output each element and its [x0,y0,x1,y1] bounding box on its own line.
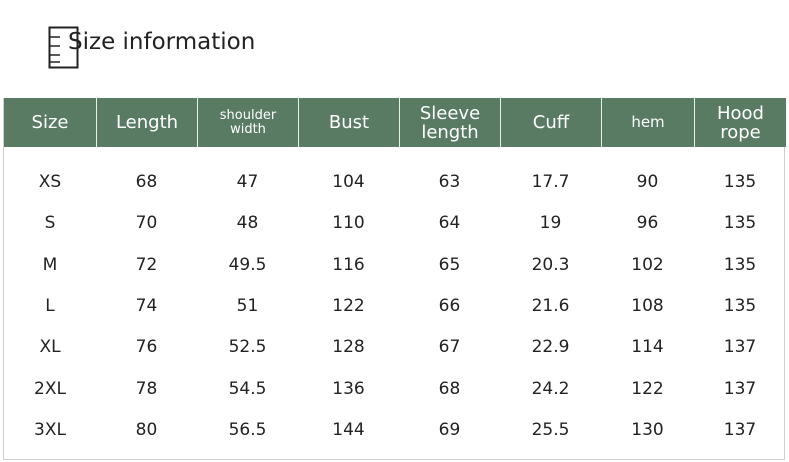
table-cell: 122 [332,295,365,316]
header-text: shoulder [219,107,277,123]
table-cell: 78 [135,378,158,399]
table-cell: 2XL [34,378,66,399]
table-cell: 130 [631,419,664,440]
table-cell: 47 [236,172,259,192]
table-cell: 104 [332,172,365,192]
table-cell: 135 [723,172,757,192]
table-cell: 49.5 [228,254,267,275]
table-cell: 19 [539,213,562,234]
table-header: Size Length shoulder width Bust Sleeve length C… [4,98,786,147]
header-text: length [421,121,479,143]
table-cell: 108 [631,295,664,316]
size-table: Size Length shoulder width Bust Sleeve length C… [3,98,786,460]
table-cell: 22.9 [531,337,570,358]
table-cell: 52.5 [228,337,267,358]
table-cell: XS [38,172,62,192]
table-cell: 54.5 [228,378,267,399]
table-cell: 64 [438,213,461,234]
header-cell: Length [96,98,197,147]
table-cell: 20.3 [531,254,570,275]
table-cell: 102 [631,254,664,275]
table-cell: 128 [332,337,365,358]
header-text: rope [720,121,761,143]
header-cell: Sleeve length [399,98,500,147]
table-cell: 137 [723,337,757,358]
table-cell: 56.5 [228,419,267,440]
table-cell: S [44,213,56,234]
table-cell: 74 [135,295,158,316]
header-text: hem [631,113,665,131]
table-cell: 17.7 [531,172,570,192]
header-cell: hem [601,98,694,147]
header-cell: Hood rope [694,98,786,147]
table-cell: 21.6 [531,295,570,316]
header-text: Length [115,112,179,133]
table-cell: 66 [438,295,461,316]
table-cell: 144 [332,419,365,440]
table-cell: 135 [723,213,757,234]
table-cell: 136 [332,378,365,399]
header-text: width [230,121,266,137]
table-cell: 116 [332,254,365,275]
table-cell: 65 [438,254,461,275]
table-cell: 90 [636,172,659,192]
table-cell: 68 [135,172,158,192]
table-cell: M [42,254,58,275]
header-cell: shoulder width [197,98,298,147]
table-cell: 63 [438,172,461,192]
header-cell: Size [4,98,96,147]
header-cell: Bust [298,98,399,147]
header-text: Bust [328,112,370,133]
header-text: Hood [717,102,764,124]
table-cell: 68 [438,378,461,399]
table-cell: 96 [636,213,659,234]
table-cell: 80 [135,419,158,440]
header-text: Cuff [532,112,570,133]
title: Size information [68,29,256,55]
table-cell: 135 [723,295,757,316]
table-cell: 137 [723,419,757,440]
table-cell: 137 [723,378,757,399]
table-cell: 69 [438,419,461,440]
table-cell: L [45,295,55,316]
table-cell: 51 [236,295,259,316]
table-cell: 114 [631,337,664,358]
table-cell: 76 [135,337,158,358]
table-cell: 48 [236,213,259,234]
table-cell: 122 [631,378,664,399]
table-cell: 135 [723,254,757,275]
table-cell: 67 [438,337,461,358]
table-cell: 3XL [34,419,66,440]
header-text: Sleeve [419,102,481,124]
table-cell: 70 [135,213,158,234]
document-icon [48,26,79,69]
table-cell: 110 [332,213,365,234]
table-cell: 24.2 [531,378,570,399]
table-cell: XL [39,337,61,358]
table-cell: 25.5 [531,419,570,440]
table-cell: 72 [135,254,158,275]
header-text: Size [31,112,69,133]
header-cell: Cuff [500,98,601,147]
